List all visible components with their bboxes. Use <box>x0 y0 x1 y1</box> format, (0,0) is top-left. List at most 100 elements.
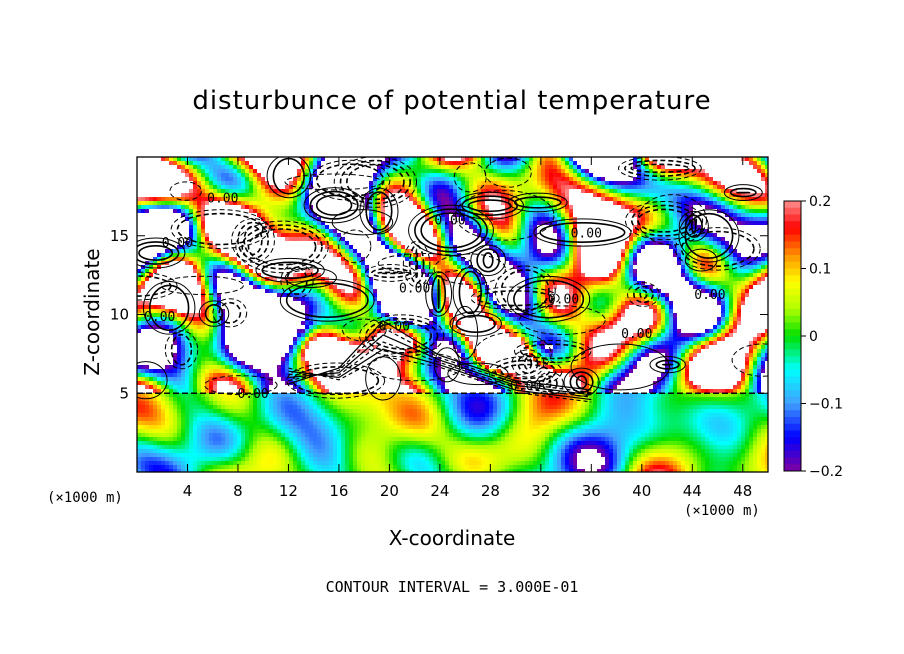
heatmap-cell <box>297 233 301 237</box>
heatmap-cell <box>741 261 745 265</box>
heatmap-cell <box>189 237 193 241</box>
heatmap-cell <box>457 329 461 333</box>
heatmap-cell <box>389 325 393 329</box>
heatmap-cell <box>577 309 581 313</box>
heatmap-cell <box>257 177 261 181</box>
heatmap-cell <box>569 297 573 301</box>
heatmap-cell <box>257 193 261 197</box>
heatmap-cell <box>449 225 453 229</box>
heatmap-cell <box>177 377 181 381</box>
heatmap-cell <box>553 321 557 325</box>
heatmap-cell <box>733 213 737 217</box>
heatmap-cell <box>393 325 397 329</box>
heatmap-cell <box>449 237 453 241</box>
heatmap-cell <box>317 221 321 225</box>
heatmap-cell <box>257 381 261 385</box>
heatmap-cell <box>497 233 501 237</box>
heatmap-cell <box>197 333 201 337</box>
heatmap-cell <box>605 297 609 301</box>
heatmap-cell <box>189 369 193 373</box>
heatmap-cell <box>641 213 645 217</box>
heatmap-cell <box>313 213 317 217</box>
heatmap-cell <box>545 353 549 357</box>
heatmap-cell <box>137 285 141 289</box>
heatmap-cell <box>413 345 417 349</box>
heatmap-cell <box>229 173 233 177</box>
heatmap-cell <box>313 161 317 165</box>
heatmap-cell <box>521 261 525 265</box>
heatmap-cell <box>177 345 181 349</box>
heatmap-cell <box>481 185 485 189</box>
heatmap-cell <box>317 157 321 161</box>
heatmap-cell <box>505 229 509 233</box>
heatmap-cell <box>605 305 609 309</box>
heatmap-cell <box>469 181 473 185</box>
heatmap-cell <box>469 217 473 221</box>
heatmap-cell <box>521 333 525 337</box>
heatmap-cell <box>505 253 509 257</box>
heatmap-cell <box>357 293 361 297</box>
heatmap-cell <box>433 297 437 301</box>
heatmap-cell <box>701 201 705 205</box>
heatmap-cell <box>625 361 629 365</box>
heatmap-cell <box>393 249 397 253</box>
heatmap-cell <box>481 193 485 197</box>
heatmap-cell <box>205 197 209 201</box>
heatmap-cell <box>157 309 161 313</box>
heatmap-cell <box>305 161 309 165</box>
heatmap-cell <box>749 261 753 265</box>
heatmap-cell <box>409 325 413 329</box>
heatmap-cell <box>445 269 449 273</box>
heatmap-cell <box>489 161 493 165</box>
heatmap-cell <box>413 161 417 165</box>
heatmap-cell <box>645 209 649 213</box>
heatmap-cell <box>609 309 613 313</box>
heatmap-cell <box>677 373 681 377</box>
heatmap-cell <box>745 193 749 197</box>
heatmap-cell <box>669 181 673 185</box>
heatmap-cell <box>345 249 349 253</box>
heatmap-cell <box>289 209 293 213</box>
heatmap-cell <box>177 361 181 365</box>
heatmap-cell <box>229 193 233 197</box>
heatmap-cell <box>209 285 213 289</box>
heatmap-cell <box>393 237 397 241</box>
heatmap-cell <box>581 325 585 329</box>
heatmap-cell <box>369 285 373 289</box>
heatmap-cell <box>565 237 569 241</box>
heatmap-cell <box>433 365 437 369</box>
heatmap-cell <box>541 213 545 217</box>
heatmap-cell <box>589 313 593 317</box>
heatmap-cell <box>289 365 293 369</box>
heatmap-cell <box>621 277 625 281</box>
heatmap-cell <box>201 381 205 385</box>
heatmap-cell <box>757 357 761 361</box>
heatmap-cell <box>721 185 725 189</box>
heatmap-cell <box>369 213 373 217</box>
heatmap-cell <box>669 345 673 349</box>
heatmap-cell <box>605 377 609 381</box>
heatmap-cell <box>565 189 569 193</box>
heatmap-cell <box>737 305 741 309</box>
heatmap-cell <box>509 325 513 329</box>
heatmap-cell <box>565 357 569 361</box>
heatmap-cell <box>429 273 433 277</box>
heatmap-cell <box>765 185 768 189</box>
heatmap-cell <box>137 205 141 209</box>
heatmap-cell <box>549 265 553 269</box>
heatmap-cell <box>705 229 709 233</box>
heatmap-cell <box>405 321 409 325</box>
heatmap-cell <box>553 221 557 225</box>
heatmap-cell <box>717 185 721 189</box>
heatmap-cell <box>513 197 517 201</box>
heatmap-cell <box>733 293 737 297</box>
heatmap-cell <box>177 209 181 213</box>
heatmap-cell <box>541 361 545 365</box>
heatmap-cell <box>381 221 385 225</box>
heatmap-cell <box>437 333 441 337</box>
heatmap-cell <box>565 369 569 373</box>
heatmap-cell <box>461 217 465 221</box>
heatmap-cell <box>629 189 633 193</box>
heatmap-cell <box>445 173 449 177</box>
heatmap-cell <box>341 309 345 313</box>
